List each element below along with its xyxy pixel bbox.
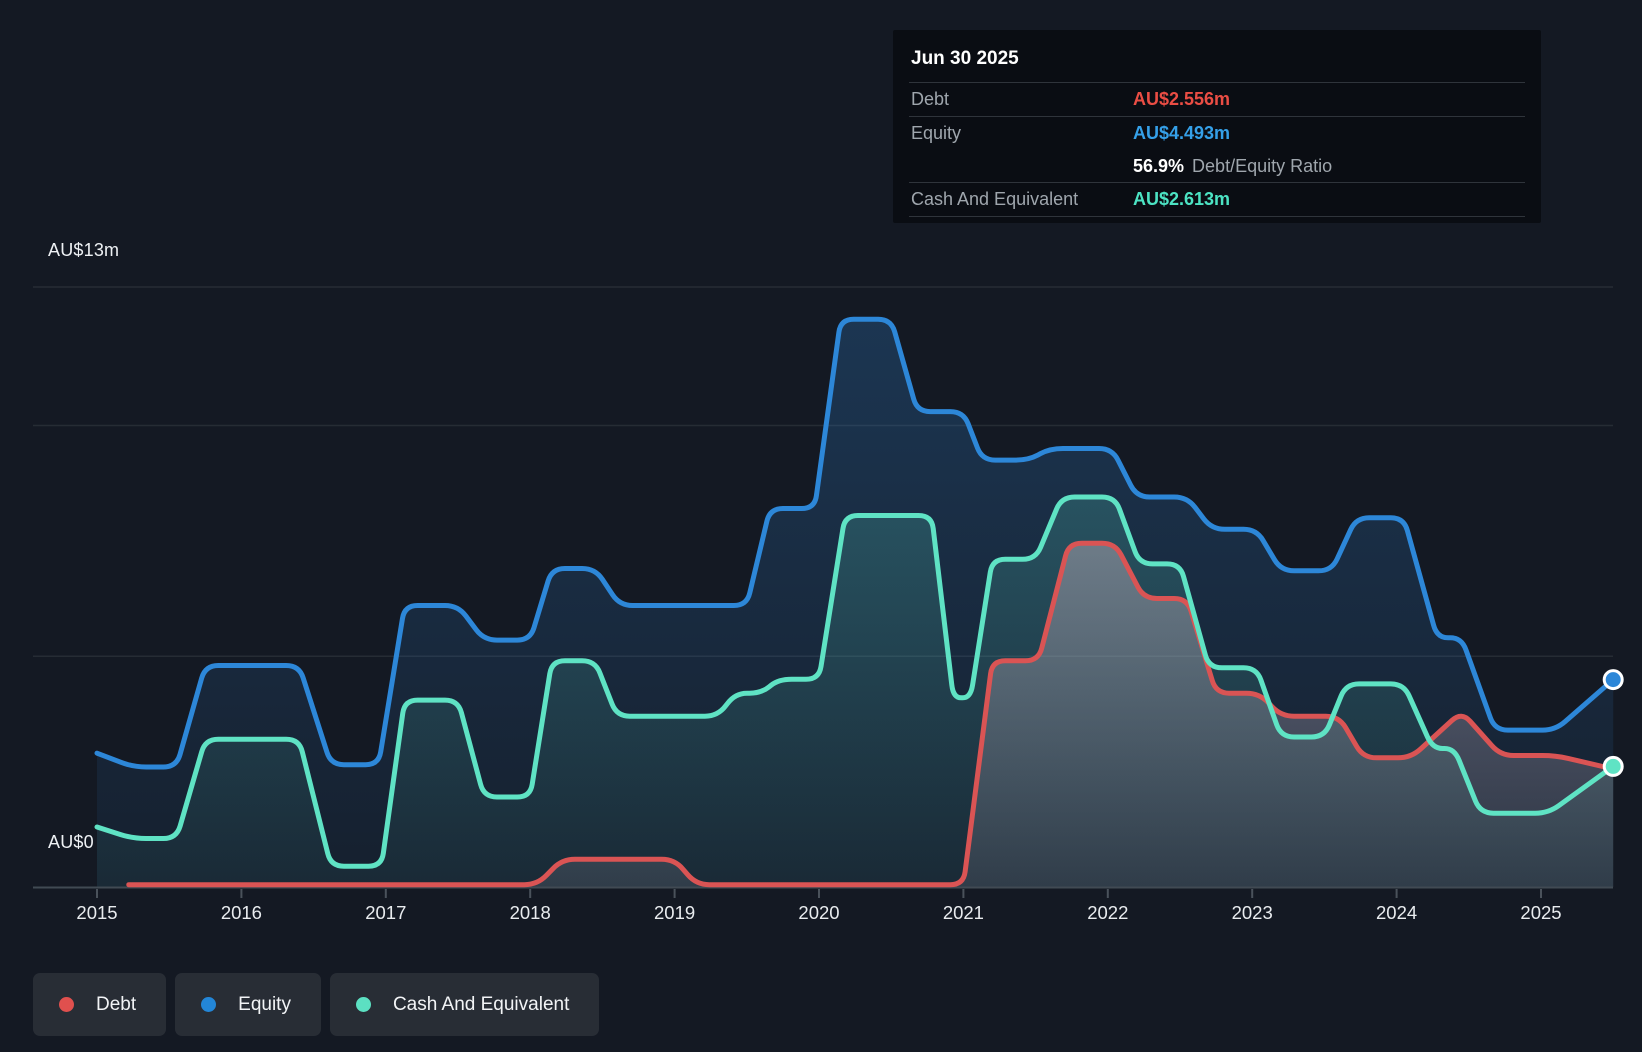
equity-dot-icon xyxy=(201,997,217,1012)
x-axis-year-label: 2022 xyxy=(1087,902,1128,923)
legend-item-equity[interactable]: Equity xyxy=(175,973,321,1036)
tooltip-cash-value: AU$2.613m xyxy=(1133,189,1231,209)
divider xyxy=(909,182,1525,183)
divider xyxy=(909,82,1525,83)
y-axis-bottom-label: AU$0 xyxy=(48,832,94,852)
tooltip-row-cash: Cash And Equivalent AU$2.613m xyxy=(911,183,1523,216)
legend-item-cash[interactable]: Cash And Equivalent xyxy=(329,973,600,1036)
x-axis-year-label: 2016 xyxy=(221,902,262,923)
end-marker-equity xyxy=(1602,669,1624,691)
tooltip-row-debt: Debt AU$2.556m xyxy=(911,83,1523,116)
x-axis-year-label: 2021 xyxy=(943,902,984,923)
x-axis-year-label: 2024 xyxy=(1376,902,1417,923)
x-axis-year-label: 2020 xyxy=(798,902,839,923)
end-marker-cash-and-equivalent xyxy=(1602,755,1624,777)
chart-tooltip: Jun 30 2025 Debt AU$2.556m Equity AU$4.4… xyxy=(893,30,1541,223)
line-cash-and-equivalent xyxy=(94,494,1616,869)
line-equity xyxy=(94,316,1616,770)
tooltip-row-equity: Equity AU$4.493m xyxy=(911,117,1523,150)
chart-legend: Debt Equity Cash And Equivalent xyxy=(33,973,600,1036)
y-axis-top-label: AU$13m xyxy=(48,240,120,260)
ratio-label: Debt/Equity Ratio xyxy=(1192,155,1333,176)
x-axis-year-label: 2023 xyxy=(1232,902,1273,923)
tooltip-date: Jun 30 2025 xyxy=(911,48,1019,69)
legend-equity-label: Equity xyxy=(238,993,291,1015)
line-debt xyxy=(126,540,1616,888)
divider xyxy=(909,216,1525,217)
legend-cash-label: Cash And Equivalent xyxy=(392,993,570,1015)
x-axis-year-label: 2017 xyxy=(365,902,406,923)
tooltip-cash-label: Cash And Equivalent xyxy=(911,189,1079,209)
cash-dot-icon xyxy=(355,997,371,1012)
x-axis-year-label: 2015 xyxy=(76,902,117,923)
ratio-value: 56.9% xyxy=(1133,155,1185,176)
legend-debt-label: Debt xyxy=(96,993,137,1015)
tooltip-debt-equity-ratio: 56.9% Debt/Equity Ratio xyxy=(1133,150,1523,182)
x-axis-year-label: 2019 xyxy=(654,902,695,923)
debt-dot-icon xyxy=(59,997,74,1012)
tooltip-equity-label: Equity xyxy=(911,123,962,143)
x-axis-year-label: 2025 xyxy=(1520,902,1561,923)
legend-item-debt[interactable]: Debt xyxy=(33,973,167,1036)
tooltip-debt-value: AU$2.556m xyxy=(1133,89,1231,109)
tooltip-equity-value: AU$4.493m xyxy=(1133,123,1231,143)
tooltip-debt-label: Debt xyxy=(911,89,950,109)
area-fill-debt xyxy=(128,543,1614,887)
x-axis-ticks: 2015 2016 2017 2018 2019 2020 2021 2022 2023 2024… xyxy=(76,889,1562,923)
x-axis-year-label: 2018 xyxy=(510,902,551,923)
divider xyxy=(909,116,1525,117)
